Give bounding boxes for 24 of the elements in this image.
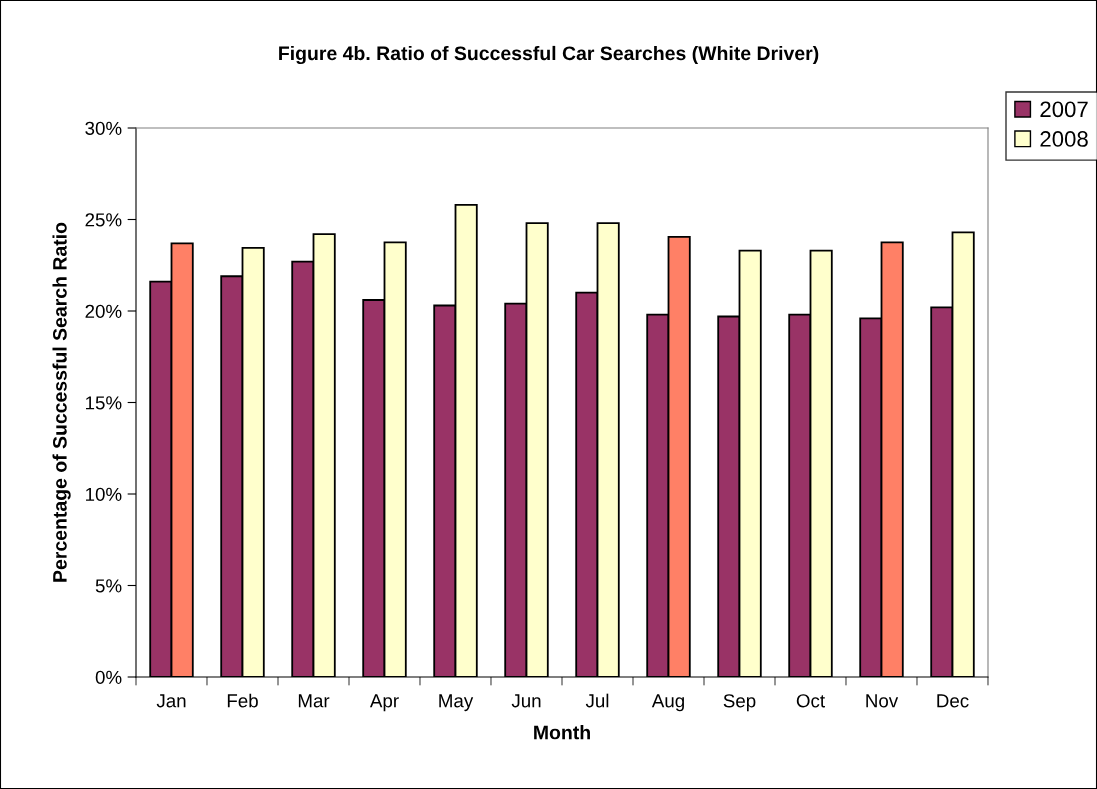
legend-label: 2008	[1040, 131, 1088, 147]
x-tick-label: Sep	[723, 694, 756, 712]
x-tick-label: Jan	[156, 694, 186, 708]
chart-title: Figure 4b. Ratio of Successful Car Searches (White Driver)	[279, 45, 819, 65]
y-tick-label: 25%	[85, 213, 122, 227]
x-tick-label: Feb	[227, 693, 258, 708]
x-tick-label: Apr	[369, 694, 399, 712]
legend-label: 2007	[1040, 101, 1088, 118]
x-tick-label: Oct	[796, 694, 825, 708]
x-tick-label: May	[439, 694, 474, 712]
x-axis-title: Month	[534, 725, 590, 740]
x-tick-label: Aug	[651, 694, 684, 712]
y-tick-label: 0%	[95, 670, 122, 684]
x-tick-label: Jun	[511, 694, 541, 708]
x-tick-label: Nov	[866, 694, 899, 708]
x-tick-label: Mar	[298, 694, 330, 708]
y-tick-label: 5%	[95, 579, 122, 593]
x-tick-label: Jul	[585, 693, 609, 708]
y-axis-title: Percentage of Successful Search Ratio	[52, 222, 71, 582]
y-tick-label: 20%	[85, 304, 122, 318]
x-tick-label: Dec	[937, 694, 969, 708]
y-tick-label: 10%	[86, 487, 122, 501]
y-tick-label: 30%	[85, 121, 122, 135]
y-tick-label: 15%	[86, 396, 122, 410]
